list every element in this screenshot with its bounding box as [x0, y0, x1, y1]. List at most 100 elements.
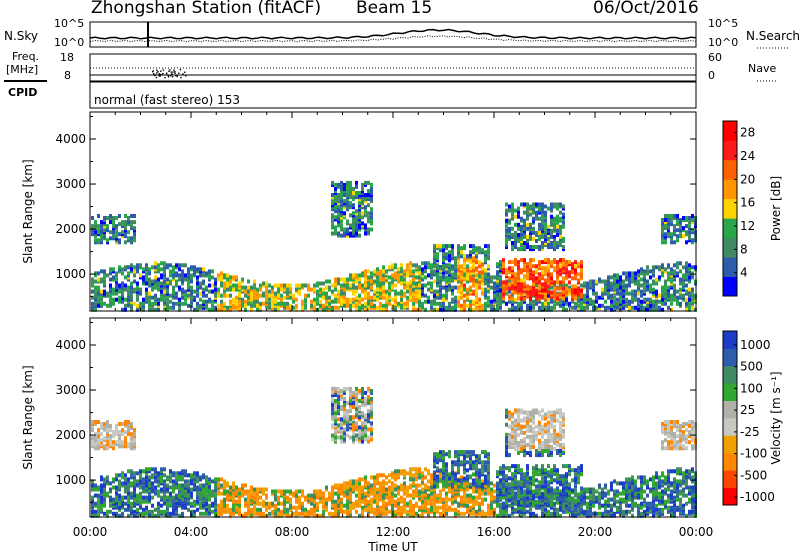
heatmap-cell — [331, 193, 334, 197]
heatmap-cell — [169, 497, 172, 502]
heatmap-cell — [343, 509, 346, 514]
heatmap-cell — [127, 293, 130, 298]
heatmap-cell — [157, 267, 160, 272]
heatmap-cell — [115, 230, 118, 235]
heatmap-cell — [121, 475, 124, 480]
heatmap-cell — [187, 501, 190, 506]
heatmap-cell — [193, 477, 196, 482]
heatmap-cell — [244, 491, 247, 496]
heatmap-cell — [118, 479, 121, 484]
heatmap-cell — [607, 275, 610, 280]
heatmap-cell — [394, 301, 397, 306]
heatmap-cell — [94, 301, 97, 306]
heatmap-cell — [469, 303, 472, 308]
heatmap-cell — [571, 276, 574, 281]
heatmap-cell — [370, 271, 373, 276]
heatmap-cell — [538, 202, 541, 207]
heatmap-cell — [328, 301, 331, 306]
heatmap-cell — [331, 511, 334, 516]
heatmap-cell — [100, 483, 103, 488]
heatmap-cell — [193, 295, 196, 300]
heatmap-cell — [286, 293, 289, 298]
heatmap-cell — [571, 299, 574, 304]
heatmap-cell — [652, 301, 655, 306]
heatmap-cell — [148, 499, 151, 504]
heatmap-cell — [130, 507, 133, 512]
heatmap-cell — [358, 503, 361, 508]
heatmap-cell — [505, 218, 508, 223]
heatmap-cell — [118, 507, 121, 512]
heatmap-cell — [133, 236, 136, 241]
heatmap-cell — [253, 511, 256, 516]
heatmap-cell — [346, 509, 349, 514]
heatmap-cell — [130, 285, 133, 290]
heatmap-cell — [400, 293, 403, 298]
heatmap-cell — [463, 244, 466, 249]
heatmap-cell — [196, 499, 199, 504]
heatmap-cell — [202, 503, 205, 508]
heatmap-cell — [334, 393, 337, 397]
heatmap-cell — [655, 293, 658, 298]
heatmap-cell — [526, 234, 529, 239]
heatmap-cell — [559, 258, 562, 263]
heatmap-cell — [223, 479, 226, 484]
heatmap-cell — [367, 227, 370, 232]
heatmap-cell — [487, 244, 490, 249]
heatmap-cell — [559, 286, 562, 291]
heatmap-cell — [529, 222, 532, 227]
heatmap-cell — [577, 303, 580, 308]
heatmap-cell — [163, 285, 166, 290]
heatmap-cell — [127, 503, 130, 508]
heatmap-cell — [166, 501, 169, 506]
heatmap-cell — [541, 276, 544, 281]
heatmap-cell — [433, 299, 436, 304]
heatmap-cell — [340, 211, 343, 216]
heatmap-cell — [244, 293, 247, 298]
heatmap-cell — [376, 287, 379, 292]
heatmap-cell — [574, 290, 577, 295]
heatmap-cell — [106, 420, 109, 424]
heatmap-cell — [418, 285, 421, 290]
heatmap-cell — [550, 208, 553, 213]
heatmap-cell — [334, 277, 337, 282]
heatmap-cell — [520, 270, 523, 275]
heatmap-cell — [436, 301, 439, 306]
heatmap-cell — [97, 493, 100, 498]
heatmap-cell — [277, 285, 280, 290]
heatmap-cell — [349, 435, 352, 440]
heatmap-cell — [451, 264, 454, 269]
heatmap-cell — [610, 281, 613, 286]
heatmap-cell — [616, 273, 619, 278]
heatmap-cell — [691, 305, 694, 310]
heatmap-cell — [430, 281, 433, 286]
heatmap-cell — [658, 299, 661, 304]
heatmap-cell — [358, 283, 361, 288]
heatmap-cell — [430, 491, 433, 496]
heatmap-cell — [412, 473, 415, 478]
heatmap-cell — [136, 507, 139, 512]
heatmap-cell — [172, 265, 175, 270]
freq-scatter-dot — [160, 73, 162, 76]
heatmap-cell — [370, 388, 373, 393]
heatmap-cell — [112, 477, 115, 482]
heatmap-cell — [229, 293, 232, 298]
heatmap-cell — [526, 202, 529, 207]
heatmap-cell — [433, 460, 436, 465]
heatmap-cell — [628, 271, 631, 276]
heatmap-cell — [358, 417, 361, 422]
heatmap-cell — [556, 270, 559, 275]
heatmap-cell — [550, 214, 553, 219]
heatmap-cell — [208, 489, 211, 494]
heatmap-cell — [286, 499, 289, 504]
heatmap-cell — [418, 483, 421, 488]
heatmap-cell — [232, 483, 235, 488]
colorbar-swatch — [723, 237, 737, 258]
heatmap-cell — [187, 267, 190, 272]
heatmap-cell — [340, 405, 343, 410]
heatmap-cell — [571, 266, 574, 271]
heatmap-cell — [148, 267, 151, 272]
heatmap-cell — [355, 403, 358, 408]
heatmap-cell — [235, 287, 238, 292]
heatmap-cell — [538, 260, 541, 265]
heatmap-cell — [640, 301, 643, 306]
